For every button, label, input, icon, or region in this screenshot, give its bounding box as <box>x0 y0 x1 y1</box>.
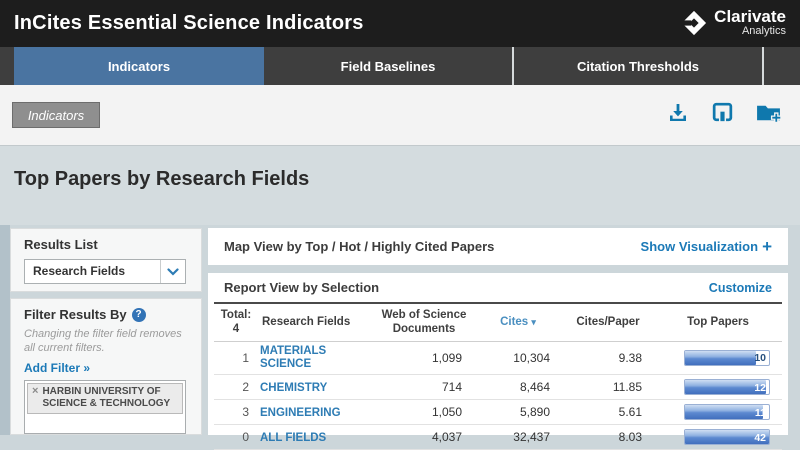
filter-tag-label: HARBIN UNIVERSITY OF SCIENCE & TECHNOLOG… <box>42 385 171 409</box>
row-rank: 1 <box>242 350 249 365</box>
plus-icon: + <box>762 236 772 256</box>
total-count: Total: 4 <box>220 309 252 336</box>
wos-documents-value: 1,099 <box>431 350 462 365</box>
table-row: 2 CHEMISTRY 714 8,464 11.85 12 <box>214 375 782 400</box>
breadcrumb-bar: Indicators <box>0 85 800 146</box>
customize-link[interactable]: Customize <box>708 280 772 295</box>
clarivate-logo: Clarivate Analytics <box>681 8 786 37</box>
page-title-band: Top Papers by Research Fields <box>0 146 800 225</box>
column-cites-sort[interactable]: Cites ▾ <box>500 316 536 329</box>
top-papers-value: 12 <box>754 381 766 394</box>
cites-value: 5,890 <box>519 405 550 420</box>
dropdown-selected-value: Research Fields <box>33 264 126 278</box>
filter-tag: × HARBIN UNIVERSITY OF SCIENCE & TECHNOL… <box>27 382 183 414</box>
breadcrumb-indicators[interactable]: Indicators <box>12 102 100 128</box>
cites-per-paper-value: 9.38 <box>618 350 642 365</box>
add-filter-link[interactable]: Add Filter » <box>24 360 91 375</box>
row-rank: 3 <box>242 405 249 420</box>
tab-field-baselines[interactable]: Field Baselines <box>264 47 514 85</box>
page-title: Top Papers by Research Fields <box>14 168 310 190</box>
table-row: 3 ENGINEERING 1,050 5,890 5.61 11 <box>214 400 782 425</box>
content-area: Results List Research Fields Filter Resu… <box>0 225 800 450</box>
filter-tag-box: × HARBIN UNIVERSITY OF SCIENCE & TECHNOL… <box>24 379 186 434</box>
map-view-title: Map View by Top / Hot / Highly Cited Pap… <box>224 239 495 254</box>
remove-filter-icon[interactable]: × <box>32 384 39 397</box>
table-row: 0 ALL FIELDS 4,037 32,437 8.03 42 <box>214 425 782 450</box>
print-icon[interactable] <box>710 100 735 125</box>
research-field-link[interactable]: CHEMISTRY <box>260 381 328 394</box>
cites-value: 8,464 <box>519 380 550 395</box>
top-papers-bar: 11 <box>684 404 770 421</box>
app-title: InCites Essential Science Indicators <box>14 12 364 34</box>
top-papers-bar: 10 <box>684 349 770 366</box>
report-view-title: Report View by Selection <box>224 280 380 295</box>
wos-documents-value: 1,050 <box>431 405 462 420</box>
column-wos-documents: Web of Science Documents <box>381 309 467 336</box>
column-top-papers: Top Papers <box>687 316 749 329</box>
clarivate-diamond-icon <box>681 10 707 36</box>
toolbar <box>666 100 782 125</box>
filter-note: Changing the filter field removes all cu… <box>24 328 182 355</box>
add-to-folder-icon[interactable] <box>755 100 782 125</box>
show-visualization-link[interactable]: Show Visualization + <box>640 236 772 256</box>
column-research-fields: Research Fields <box>262 316 351 329</box>
top-papers-value: 10 <box>754 352 766 365</box>
wos-documents-value: 4,037 <box>431 430 462 445</box>
cites-value: 10,304 <box>513 350 550 365</box>
row-rank: 0 <box>242 430 249 445</box>
sort-desc-icon: ▾ <box>531 317 536 328</box>
app-header: InCites Essential Science Indicators Cla… <box>0 0 800 47</box>
top-papers-bar: 42 <box>684 429 770 446</box>
cites-value: 32,437 <box>513 430 550 445</box>
top-papers-bar: 12 <box>684 379 770 396</box>
column-cites-per-paper: Cites/Paper <box>576 316 640 329</box>
show-visualization-label: Show Visualization <box>640 239 759 254</box>
table-row: 1 MATERIALS SCIENCE 1,099 10,304 9.38 10 <box>214 341 782 375</box>
map-view-panel: Map View by Top / Hot / Highly Cited Pap… <box>208 228 788 265</box>
download-icon[interactable] <box>666 101 690 125</box>
main-nav: Indicators Field Baselines Citation Thre… <box>0 47 800 85</box>
filter-card: Filter Results By ? Changing the filter … <box>10 298 202 435</box>
results-table: Total: 4 Research Fields Web of Science D… <box>214 302 782 450</box>
table-header-row: Total: 4 Research Fields Web of Science D… <box>214 303 782 342</box>
cites-per-paper-value: 8.03 <box>618 430 642 445</box>
left-edge-strip <box>0 225 10 435</box>
results-list-dropdown[interactable]: Research Fields <box>24 259 186 284</box>
row-rank: 2 <box>242 380 249 395</box>
cites-per-paper-value: 5.61 <box>618 405 642 420</box>
research-field-link[interactable]: ENGINEERING <box>260 406 341 419</box>
top-papers-value: 42 <box>754 431 766 444</box>
report-view-panel: Report View by Selection Customize Total… <box>208 273 788 450</box>
tab-indicators[interactable]: Indicators <box>14 47 264 85</box>
tab-citation-thresholds[interactable]: Citation Thresholds <box>514 47 764 85</box>
research-field-link[interactable]: ALL FIELDS <box>260 431 327 444</box>
cites-per-paper-value: 11.85 <box>612 380 642 395</box>
help-icon[interactable]: ? <box>131 307 146 322</box>
results-list-card: Results List Research Fields <box>10 228 202 292</box>
filter-heading: Filter Results By <box>24 307 127 322</box>
results-list-heading: Results List <box>24 237 98 252</box>
chevron-down-icon[interactable] <box>160 260 185 283</box>
wos-documents-value: 714 <box>441 380 462 395</box>
logo-brand: Clarivate <box>714 7 786 26</box>
logo-sub: Analytics <box>741 25 786 37</box>
research-field-link[interactable]: MATERIALS SCIENCE <box>260 344 327 370</box>
top-papers-value: 11 <box>754 406 766 419</box>
